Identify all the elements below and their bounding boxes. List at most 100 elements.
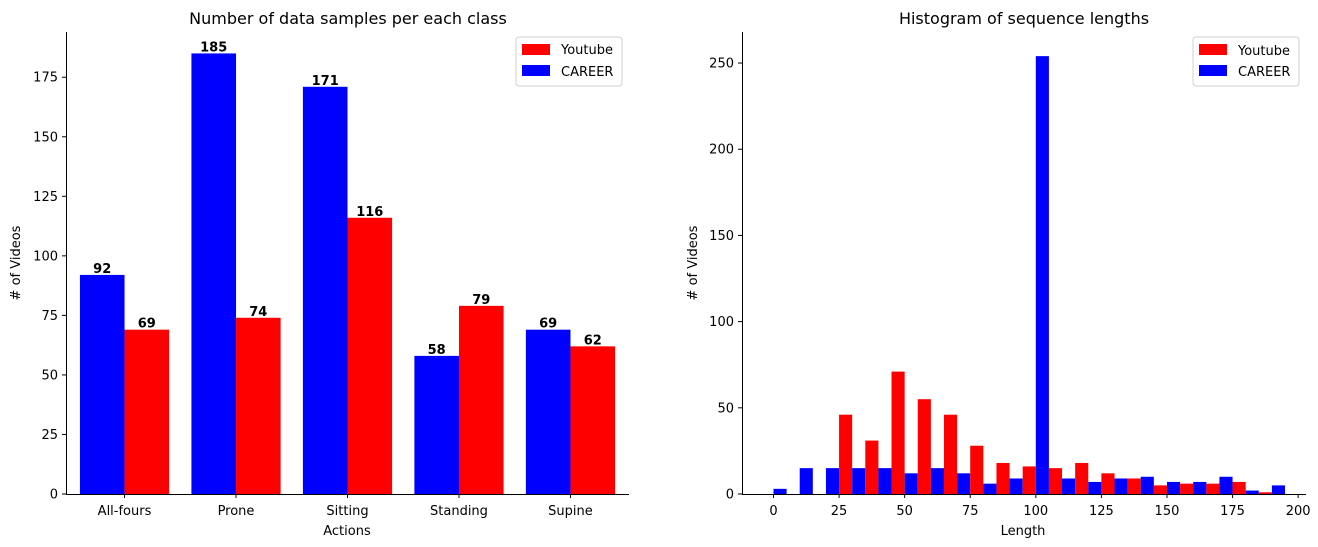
hist-bar-40-career	[878, 468, 892, 494]
bar-standing-youtube	[458, 305, 504, 494]
hist-y-tick-label-100: 100	[709, 315, 734, 330]
hist-bar-80-career	[983, 483, 997, 494]
hist-x-tick-label-200: 200	[1286, 504, 1311, 519]
hist-bar-120-career	[1088, 481, 1102, 494]
hist-x-tick-label-175: 175	[1220, 504, 1245, 519]
hist-y-tick-label-0: 0	[726, 488, 734, 503]
hist-bar-30-career	[852, 468, 866, 494]
hist-y-tick-label-150: 150	[709, 229, 734, 244]
hist-bar-160-youtube	[1180, 483, 1194, 494]
y-tick-label-75: 75	[41, 309, 58, 324]
bar-prone-career	[191, 53, 237, 495]
chart2-legend: Youtube CAREER	[1192, 36, 1300, 87]
hist-bar-150-youtube	[1153, 485, 1167, 494]
bar-label-all-fours-youtube: 69	[138, 317, 156, 332]
bar-sitting-career	[302, 86, 348, 494]
hist-bar-10-career	[799, 468, 813, 494]
y-tick-label-150: 150	[33, 130, 58, 145]
hist-bar-110-youtube	[1048, 468, 1063, 494]
hist-bar-140-career	[1140, 476, 1154, 494]
y-tick-label-50: 50	[41, 368, 58, 383]
chart2-title: Histogram of sequence lengths	[899, 9, 1149, 28]
chart1-title: Number of data samples per each class	[189, 9, 507, 28]
hist-x-tick-label-150: 150	[1155, 504, 1180, 519]
hist-x-tick-label-100: 100	[1023, 504, 1048, 519]
hist-x-tick-label-25: 25	[831, 504, 848, 519]
chart2-legend-swatch-career	[1199, 65, 1227, 76]
x-tick-label-standing: Standing	[430, 504, 488, 519]
hist-bar-60-career	[930, 468, 944, 494]
chart1-y-ticks: 0 25 50 75 100 125 150 175	[33, 71, 66, 503]
chart1-legend-label-youtube: Youtube	[560, 43, 613, 58]
hist-bar-40-youtube	[865, 440, 879, 494]
chart1-y-label: # of Videos	[9, 225, 24, 300]
chart1-x-ticks: All-fours Prone Sitting Standing Supine	[98, 494, 593, 519]
chart2-bars	[773, 56, 1286, 494]
sequence-length-histogram: Histogram of sequence lengths 0 50 100 150 2…	[686, 9, 1311, 539]
y-tick-label-0: 0	[50, 488, 58, 503]
hist-bar-50-youtube	[891, 371, 905, 494]
hist-bar-170-career	[1219, 476, 1233, 494]
y-tick-label-175: 175	[33, 71, 58, 86]
hist-bar-20-career	[825, 468, 840, 494]
hist-bar-50-career	[904, 473, 918, 494]
bar-supine-youtube	[570, 346, 616, 494]
chart2-y-ticks: 0 50 100 150 200 250	[709, 57, 742, 503]
chart2-y-label: # of Videos	[686, 225, 701, 300]
hist-y-tick-label-200: 200	[709, 143, 734, 158]
class-count-chart: Number of data samples per each class 92…	[9, 9, 629, 539]
x-tick-label-sitting: Sitting	[326, 504, 368, 519]
x-tick-label-supine: Supine	[548, 504, 593, 519]
x-tick-label-prone: Prone	[218, 504, 255, 519]
chart2-legend-label-career: CAREER	[1238, 65, 1290, 80]
chart1-bar-labels: 92 69 185 74 171 116 58 79 69 62	[93, 40, 602, 357]
bar-standing-career	[414, 355, 459, 494]
bar-sitting-youtube	[347, 217, 393, 495]
hist-y-tick-label-50: 50	[717, 401, 734, 416]
bar-label-prone-career: 185	[200, 40, 227, 55]
hist-bar-130-career	[1114, 478, 1128, 494]
hist-bar-0-career	[773, 488, 787, 494]
chart2-legend-label-youtube: Youtube	[1237, 44, 1290, 59]
hist-bar-130-youtube	[1101, 473, 1115, 494]
x-tick-label-all-fours: All-fours	[98, 504, 152, 519]
bar-label-prone-youtube: 74	[249, 305, 267, 320]
chart2-legend-swatch-youtube	[1199, 44, 1227, 55]
hist-bar-160-career	[1193, 481, 1207, 494]
hist-bar-190-career	[1271, 485, 1286, 494]
hist-bar-110-career	[1062, 478, 1076, 494]
bar-label-sitting-career: 171	[312, 74, 339, 89]
hist-x-tick-label-75: 75	[962, 504, 979, 519]
hist-x-tick-label-0: 0	[769, 504, 777, 519]
hist-bar-170-youtube	[1206, 483, 1220, 494]
bar-label-all-fours-career: 92	[93, 262, 111, 277]
hist-bar-70-career	[957, 473, 971, 494]
hist-bar-120-youtube	[1075, 462, 1089, 494]
bar-all-fours-career	[79, 274, 125, 494]
hist-y-tick-label-250: 250	[709, 57, 734, 72]
hist-bar-90-youtube	[996, 462, 1010, 494]
hist-bar-80-youtube	[970, 445, 984, 494]
chart1-legend-swatch-career	[522, 65, 550, 76]
chart1-legend-label-career: CAREER	[561, 65, 613, 80]
chart1-x-label: Actions	[323, 524, 371, 539]
chart1-legend-swatch-youtube	[522, 44, 550, 55]
bar-label-supine-career: 69	[539, 317, 557, 332]
y-tick-label-100: 100	[33, 249, 58, 264]
bar-all-fours-youtube	[124, 329, 170, 494]
y-tick-label-25: 25	[41, 428, 58, 443]
hist-bar-180-career	[1245, 490, 1259, 494]
hist-x-tick-label-50: 50	[896, 504, 913, 519]
hist-bar-70-youtube	[943, 414, 958, 494]
hist-bar-60-youtube	[917, 399, 931, 494]
hist-bar-90-career	[1009, 478, 1023, 494]
hist-bar-180-youtube	[1232, 481, 1246, 494]
hist-bar-100-career	[1035, 56, 1049, 494]
hist-bar-100-youtube	[1022, 466, 1036, 494]
hist-x-tick-label-125: 125	[1089, 504, 1114, 519]
hist-bar-140-youtube	[1127, 478, 1141, 494]
chart1-bars	[79, 53, 616, 495]
bar-label-standing-youtube: 79	[472, 293, 490, 308]
bar-supine-career	[525, 329, 571, 494]
